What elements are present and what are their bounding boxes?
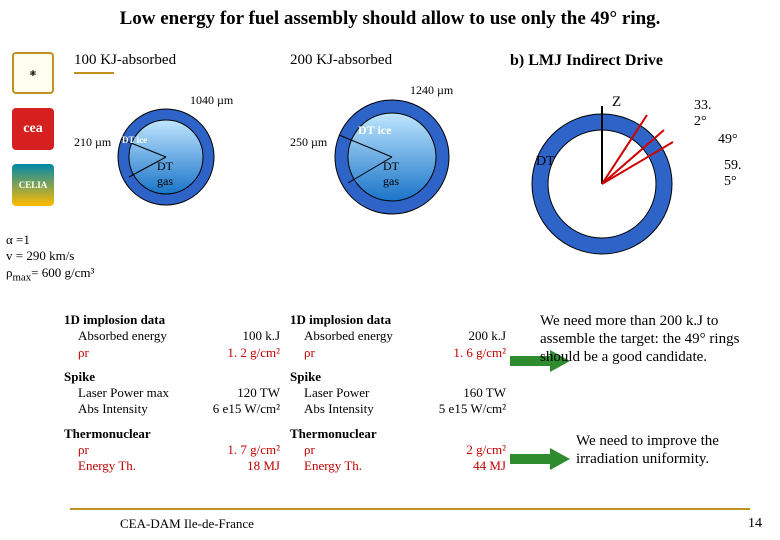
t1-imp-r1k: Absorbed energy — [78, 328, 167, 344]
t1-spike-r1k: Laser Power max — [78, 385, 169, 401]
alpha-l3: ρmax= 600 g/cm³ — [6, 265, 94, 285]
t1-spike-r2v: 6 e15 W/cm² — [213, 401, 280, 417]
capsule2-inner-label: 250 µm — [290, 135, 327, 150]
t1-imp-r2v: 1. 2 g/cm² — [227, 345, 280, 361]
t2-thermo-r2k: Energy Th. — [304, 458, 362, 474]
capsule2-outer-label: 1240 µm — [410, 83, 453, 98]
t1-thermo-r2k: Energy Th. — [78, 458, 136, 474]
capsule-100kj: 1040 µm 210 µm DT ice DT gas — [74, 77, 284, 227]
t2-imp-r2k: ρr — [304, 345, 315, 361]
t2-spike-r1v: 160 TW — [463, 385, 506, 401]
ring-angle-2: 49° — [718, 132, 738, 148]
capsule-200kj: 1240 µm 250 µm DT ice DT gas — [290, 77, 500, 227]
col1-header: 100 KJ-absorbed — [74, 52, 284, 69]
t2-imp-r1k: Absorbed energy — [304, 328, 393, 344]
t2-thermo-r2v: 44 MJ — [473, 458, 506, 474]
column-200kj: 200 KJ-absorbed 1240 µm 250 µm DT ice DT… — [290, 52, 500, 227]
t1-thermo-r1k: ρr — [78, 442, 89, 458]
footer-rule — [70, 508, 750, 510]
logo-1: ⚛ — [12, 52, 54, 94]
t2-imp-r2v: 1. 6 g/cm² — [453, 345, 506, 361]
capsule-200kj-svg — [290, 77, 460, 227]
capsule2-gas-label: DT gas — [383, 159, 399, 189]
t1-imp-r1v: 100 k.J — [242, 328, 280, 344]
t2-thermo-r1v: 2 g/cm² — [466, 442, 506, 458]
page-number: 14 — [748, 516, 762, 532]
alpha-params: α =1 v = 290 km/s ρmax= 600 g/cm³ — [6, 232, 94, 285]
t2-thermo-h: Thermonuclear — [290, 426, 506, 442]
t1-imp-h: 1D implosion data — [64, 312, 280, 328]
t1-spike-h: Spike — [64, 369, 280, 385]
lmj-ring-diagram: Z DT 33. 2° 49° 59. 5° — [524, 94, 724, 264]
page-title: Low energy for fuel assembly should allo… — [0, 0, 780, 42]
t1-spike-r2k: Abs Intensity — [78, 401, 148, 417]
t2-imp-h: 1D implosion data — [290, 312, 506, 328]
capsule1-inner-label: 210 µm — [74, 135, 111, 150]
column-lmj: b) LMJ Indirect Drive — [510, 52, 768, 78]
logo-celia: CELIA — [12, 164, 54, 206]
ring-dt-label: DT — [536, 154, 555, 170]
capsule1-gas-label: DT gas — [157, 159, 173, 189]
t1-spike-r1v: 120 TW — [237, 385, 280, 401]
col2-header: 200 KJ-absorbed — [290, 52, 500, 69]
t2-thermo-r1k: ρr — [304, 442, 315, 458]
alpha-l2: v = 290 km/s — [6, 248, 94, 264]
t2-spike-r1k: Laser Power — [304, 385, 369, 401]
footer-text: CEA-DAM Ile-de-France — [120, 516, 254, 532]
ring-angle-1: 33. 2° — [694, 98, 724, 130]
t2-spike-h: Spike — [290, 369, 506, 385]
data-table-200kj: 1D implosion data Absorbed energy 200 k.J… — [290, 312, 506, 482]
logo-rail: ⚛ cea CELIA — [12, 52, 66, 220]
ring-angle-3: 59. 5° — [724, 158, 742, 190]
note-2: We need to improve the irradiation unifo… — [576, 432, 768, 468]
t1-thermo-h: Thermonuclear — [64, 426, 280, 442]
arrow-2-icon — [510, 448, 570, 470]
col3-header: b) LMJ Indirect Drive — [510, 52, 768, 70]
t2-spike-r2v: 5 e15 W/cm² — [439, 401, 506, 417]
t1-thermo-r2v: 18 MJ — [247, 458, 280, 474]
note-1: We need more than 200 k.J to assemble th… — [540, 312, 766, 366]
logo-cea: cea — [12, 108, 54, 150]
t2-imp-r1v: 200 k.J — [468, 328, 506, 344]
capsule1-outer-label: 1040 µm — [190, 93, 233, 108]
capsule2-ice-label: DT ice — [358, 123, 391, 138]
t2-spike-r2k: Abs Intensity — [304, 401, 374, 417]
ring-z-label: Z — [612, 94, 621, 111]
t1-imp-r2k: ρr — [78, 345, 89, 361]
t1-thermo-r1v: 1. 7 g/cm² — [227, 442, 280, 458]
data-table-100kj: 1D implosion data Absorbed energy 100 k.J… — [64, 312, 280, 482]
alpha-l1: α =1 — [6, 232, 94, 248]
column-100kj: 100 KJ-absorbed 1040 µm 210 µm DT ice DT… — [74, 52, 284, 227]
capsule1-ice-label: DT ice — [122, 135, 147, 145]
